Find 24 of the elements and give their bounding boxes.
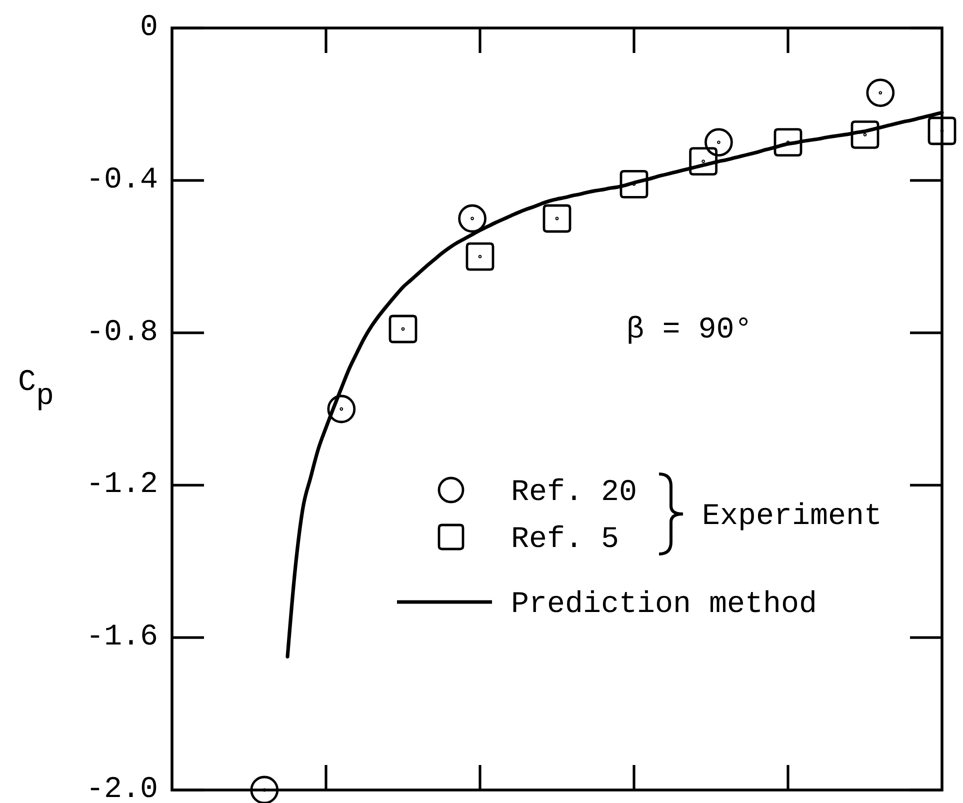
legend-title: Experiment [702,500,882,534]
point [327,394,356,424]
point [466,242,494,271]
legend-label: Ref. 5 [511,523,620,557]
point [542,204,572,233]
point [458,204,486,233]
point [928,116,956,146]
point [620,170,648,198]
point [388,314,418,344]
y-tick-label: -1.6 [86,620,158,655]
legend-label: Ref. 20 [511,476,638,510]
point [704,128,733,156]
point [250,776,279,803]
point [774,128,802,156]
y-tick-label: 0 [140,11,158,45]
point [850,120,880,149]
y-tick-label: -0.4 [86,163,158,198]
point [866,78,895,107]
annotation: β = 90° [626,313,752,348]
legend-label: Prediction method [511,588,818,622]
y-tick-label: -2.0 [86,773,158,803]
y-tick-label: -0.8 [86,316,158,350]
point [689,147,718,176]
y-tick-label: -1.2 [86,468,158,502]
